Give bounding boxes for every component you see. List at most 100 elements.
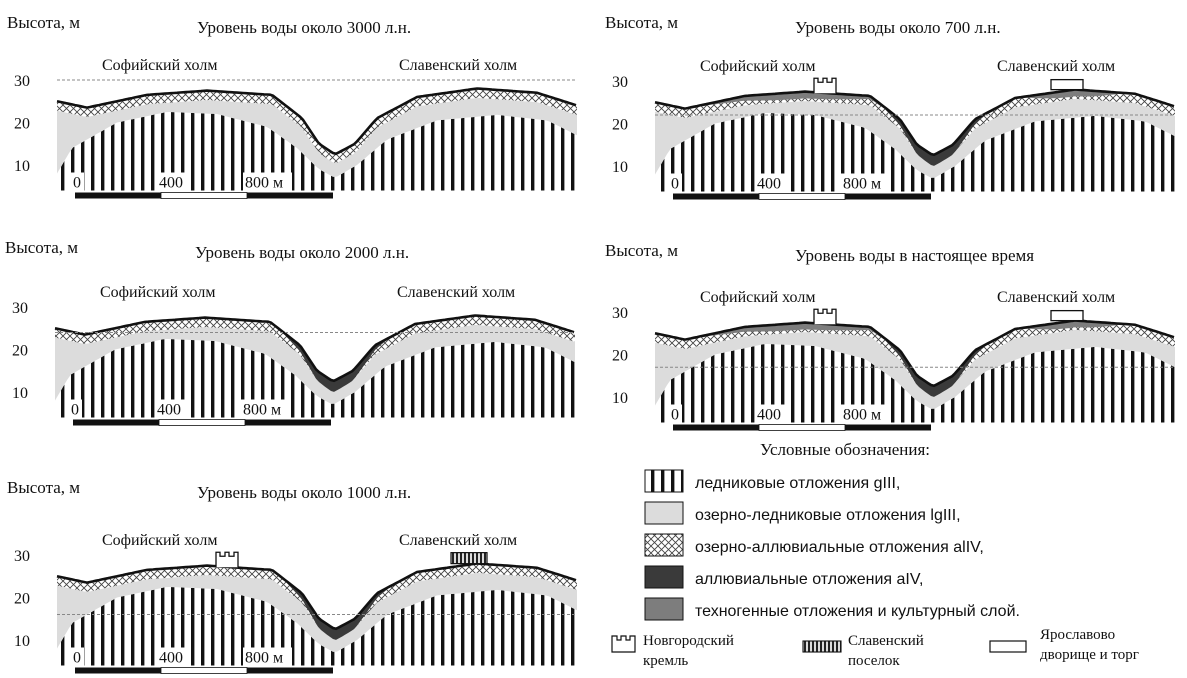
y-tick-label: 30 <box>612 74 628 91</box>
profile-panels: Высота, м Уровень воды около 3000 л.н. Соф… <box>5 13 1175 674</box>
hill-label-right: Славенский холм <box>997 289 1115 306</box>
ground-surface-line <box>654 88 1175 157</box>
scale-label: 400 <box>159 650 183 667</box>
hill-label-left: Софийский холм <box>700 289 815 306</box>
legend-label-technogenic: техногенные отложения и культурный слой. <box>695 603 1020 620</box>
alluvial-deposits-area <box>880 103 988 166</box>
panel-title: Уровень воды около 3000 л.н. <box>197 18 411 37</box>
glacial-deposits-area <box>655 113 1175 192</box>
legend-swatch-technogenic <box>644 597 684 621</box>
legend-kremlin-icon <box>611 635 636 653</box>
legend-yaroslav-icon <box>989 640 1027 653</box>
scale-label: 800 м <box>843 176 881 193</box>
legend-swatch-alluvial <box>644 565 684 589</box>
scale-label: 400 <box>159 175 183 192</box>
legend-swatch-lake_alluvial <box>644 533 684 557</box>
y-tick-label: 10 <box>612 159 628 176</box>
scale-bar-segment <box>758 424 846 431</box>
scale-bar-segment <box>158 419 246 426</box>
scale-bar-segment <box>73 419 159 426</box>
profile-panel-p3000: Высота, м Уровень воды около 3000 л.н. Соф… <box>7 13 577 199</box>
y-axis-label: Высота, м <box>7 478 80 497</box>
y-tick-label: 20 <box>612 117 628 134</box>
profile-panel-p1000: Высота, м Уровень воды около 1000 л.н. Соф… <box>7 478 577 674</box>
scale-bar-segment <box>247 667 333 674</box>
slavensky-settlement-symbol <box>450 552 488 565</box>
glacial-deposits-area <box>55 339 575 418</box>
y-axis-label: Высота, м <box>605 241 678 260</box>
y-tick-label: 10 <box>612 390 628 407</box>
scale-label: 800 м <box>245 175 283 192</box>
scale-bar-segment <box>75 192 161 199</box>
scale-label: 400 <box>757 407 781 424</box>
ground-surface-line <box>56 562 577 631</box>
y-tick-label: 10 <box>14 158 30 175</box>
profile-panel-p700: Высота, м Уровень воды около 700 л.н. Софи… <box>605 13 1175 200</box>
alluvial-deposits-area <box>880 334 988 397</box>
legend: Условные обозначения: ледниковые отложени… <box>611 440 1139 669</box>
y-tick-label: 20 <box>14 116 30 133</box>
scale-label: 800 м <box>243 402 281 419</box>
scale-bar-segment <box>245 419 331 426</box>
lake-glacial-deposits-area <box>655 329 1175 409</box>
y-tick-label: 10 <box>14 633 30 650</box>
y-tick-label: 30 <box>12 300 28 317</box>
alluvial-deposits-area <box>282 577 390 640</box>
legend-symbol-yaroslav-line1: Ярославово <box>1040 627 1115 643</box>
legend-label-glacial: ледниковые отложения gIII, <box>695 475 900 492</box>
scale-bar-segment <box>160 192 248 199</box>
yaroslav-court-symbol <box>1050 78 1084 91</box>
lake-glacial-deposits-area <box>55 324 575 404</box>
hill-label-right: Славенский холм <box>399 532 517 549</box>
legend-label-alluvial: аллювиальные отложения aIV, <box>695 571 924 588</box>
scale-bar-segment <box>673 424 759 431</box>
legend-symbol-kremlin-line1: Новгородский <box>643 633 734 649</box>
y-tick-label: 30 <box>14 73 30 90</box>
panel-title: Уровень воды около 700 л.н. <box>795 18 1001 37</box>
legend-swatch-lake_glacial <box>644 501 684 525</box>
kremlin-symbol <box>215 551 239 568</box>
glacial-deposits-area <box>57 587 577 666</box>
scale-label: 0 <box>73 175 81 192</box>
hill-label-right: Славенский холм <box>397 284 515 301</box>
y-tick-label: 30 <box>612 305 628 322</box>
y-tick-label: 30 <box>14 548 30 565</box>
legend-symbol-slavensky-line2: поселок <box>848 653 900 669</box>
lake-glacial-deposits-area <box>57 97 577 177</box>
lake-alluvial-deposits-area <box>57 89 577 163</box>
scale-label: 400 <box>757 176 781 193</box>
hill-label-left: Софийский холм <box>102 57 217 74</box>
glacial-deposits-area <box>655 344 1175 423</box>
scale-bar-segment <box>673 193 759 200</box>
scale-label: 0 <box>71 402 79 419</box>
panel-title: Уровень воды около 1000 л.н. <box>197 483 411 502</box>
legend-symbol-slavensky-line1: Славенский <box>848 633 924 649</box>
ground-surface-line <box>54 314 575 383</box>
legend-slavensky-icon <box>802 640 842 653</box>
kremlin-symbol <box>813 77 837 94</box>
scale-bar-segment <box>758 193 846 200</box>
y-axis-label: Высота, м <box>605 13 678 32</box>
legend-title: Условные обозначения: <box>760 440 930 459</box>
hill-label-left: Софийский холм <box>102 532 217 549</box>
panel-title: Уровень воды в настоящее время <box>795 246 1034 265</box>
legend-label-lake_glacial: озерно-ледниковые отложения lgIII, <box>695 507 961 524</box>
y-axis-label: Высота, м <box>7 13 80 32</box>
technogenic-layer-1 <box>695 322 899 350</box>
yaroslav-court-symbol <box>1050 309 1084 322</box>
scale-label: 0 <box>671 176 679 193</box>
ground-surface-line <box>56 87 577 156</box>
scale-label: 800 м <box>843 407 881 424</box>
scale-label: 0 <box>671 407 679 424</box>
hill-label-right: Славенский холм <box>997 58 1115 75</box>
y-tick-label: 10 <box>12 385 28 402</box>
hill-label-left: Софийский холм <box>100 284 215 301</box>
legend-symbol-yaroslav-line2: дворище и торг <box>1040 647 1139 663</box>
lake-glacial-deposits-area <box>57 572 577 652</box>
y-tick-label: 20 <box>14 591 30 608</box>
legend-swatch-glacial <box>644 469 684 493</box>
scale-bar-segment <box>845 424 931 431</box>
legend-symbol-kremlin-line2: кремль <box>643 653 688 669</box>
scale-bar-segment <box>247 192 333 199</box>
